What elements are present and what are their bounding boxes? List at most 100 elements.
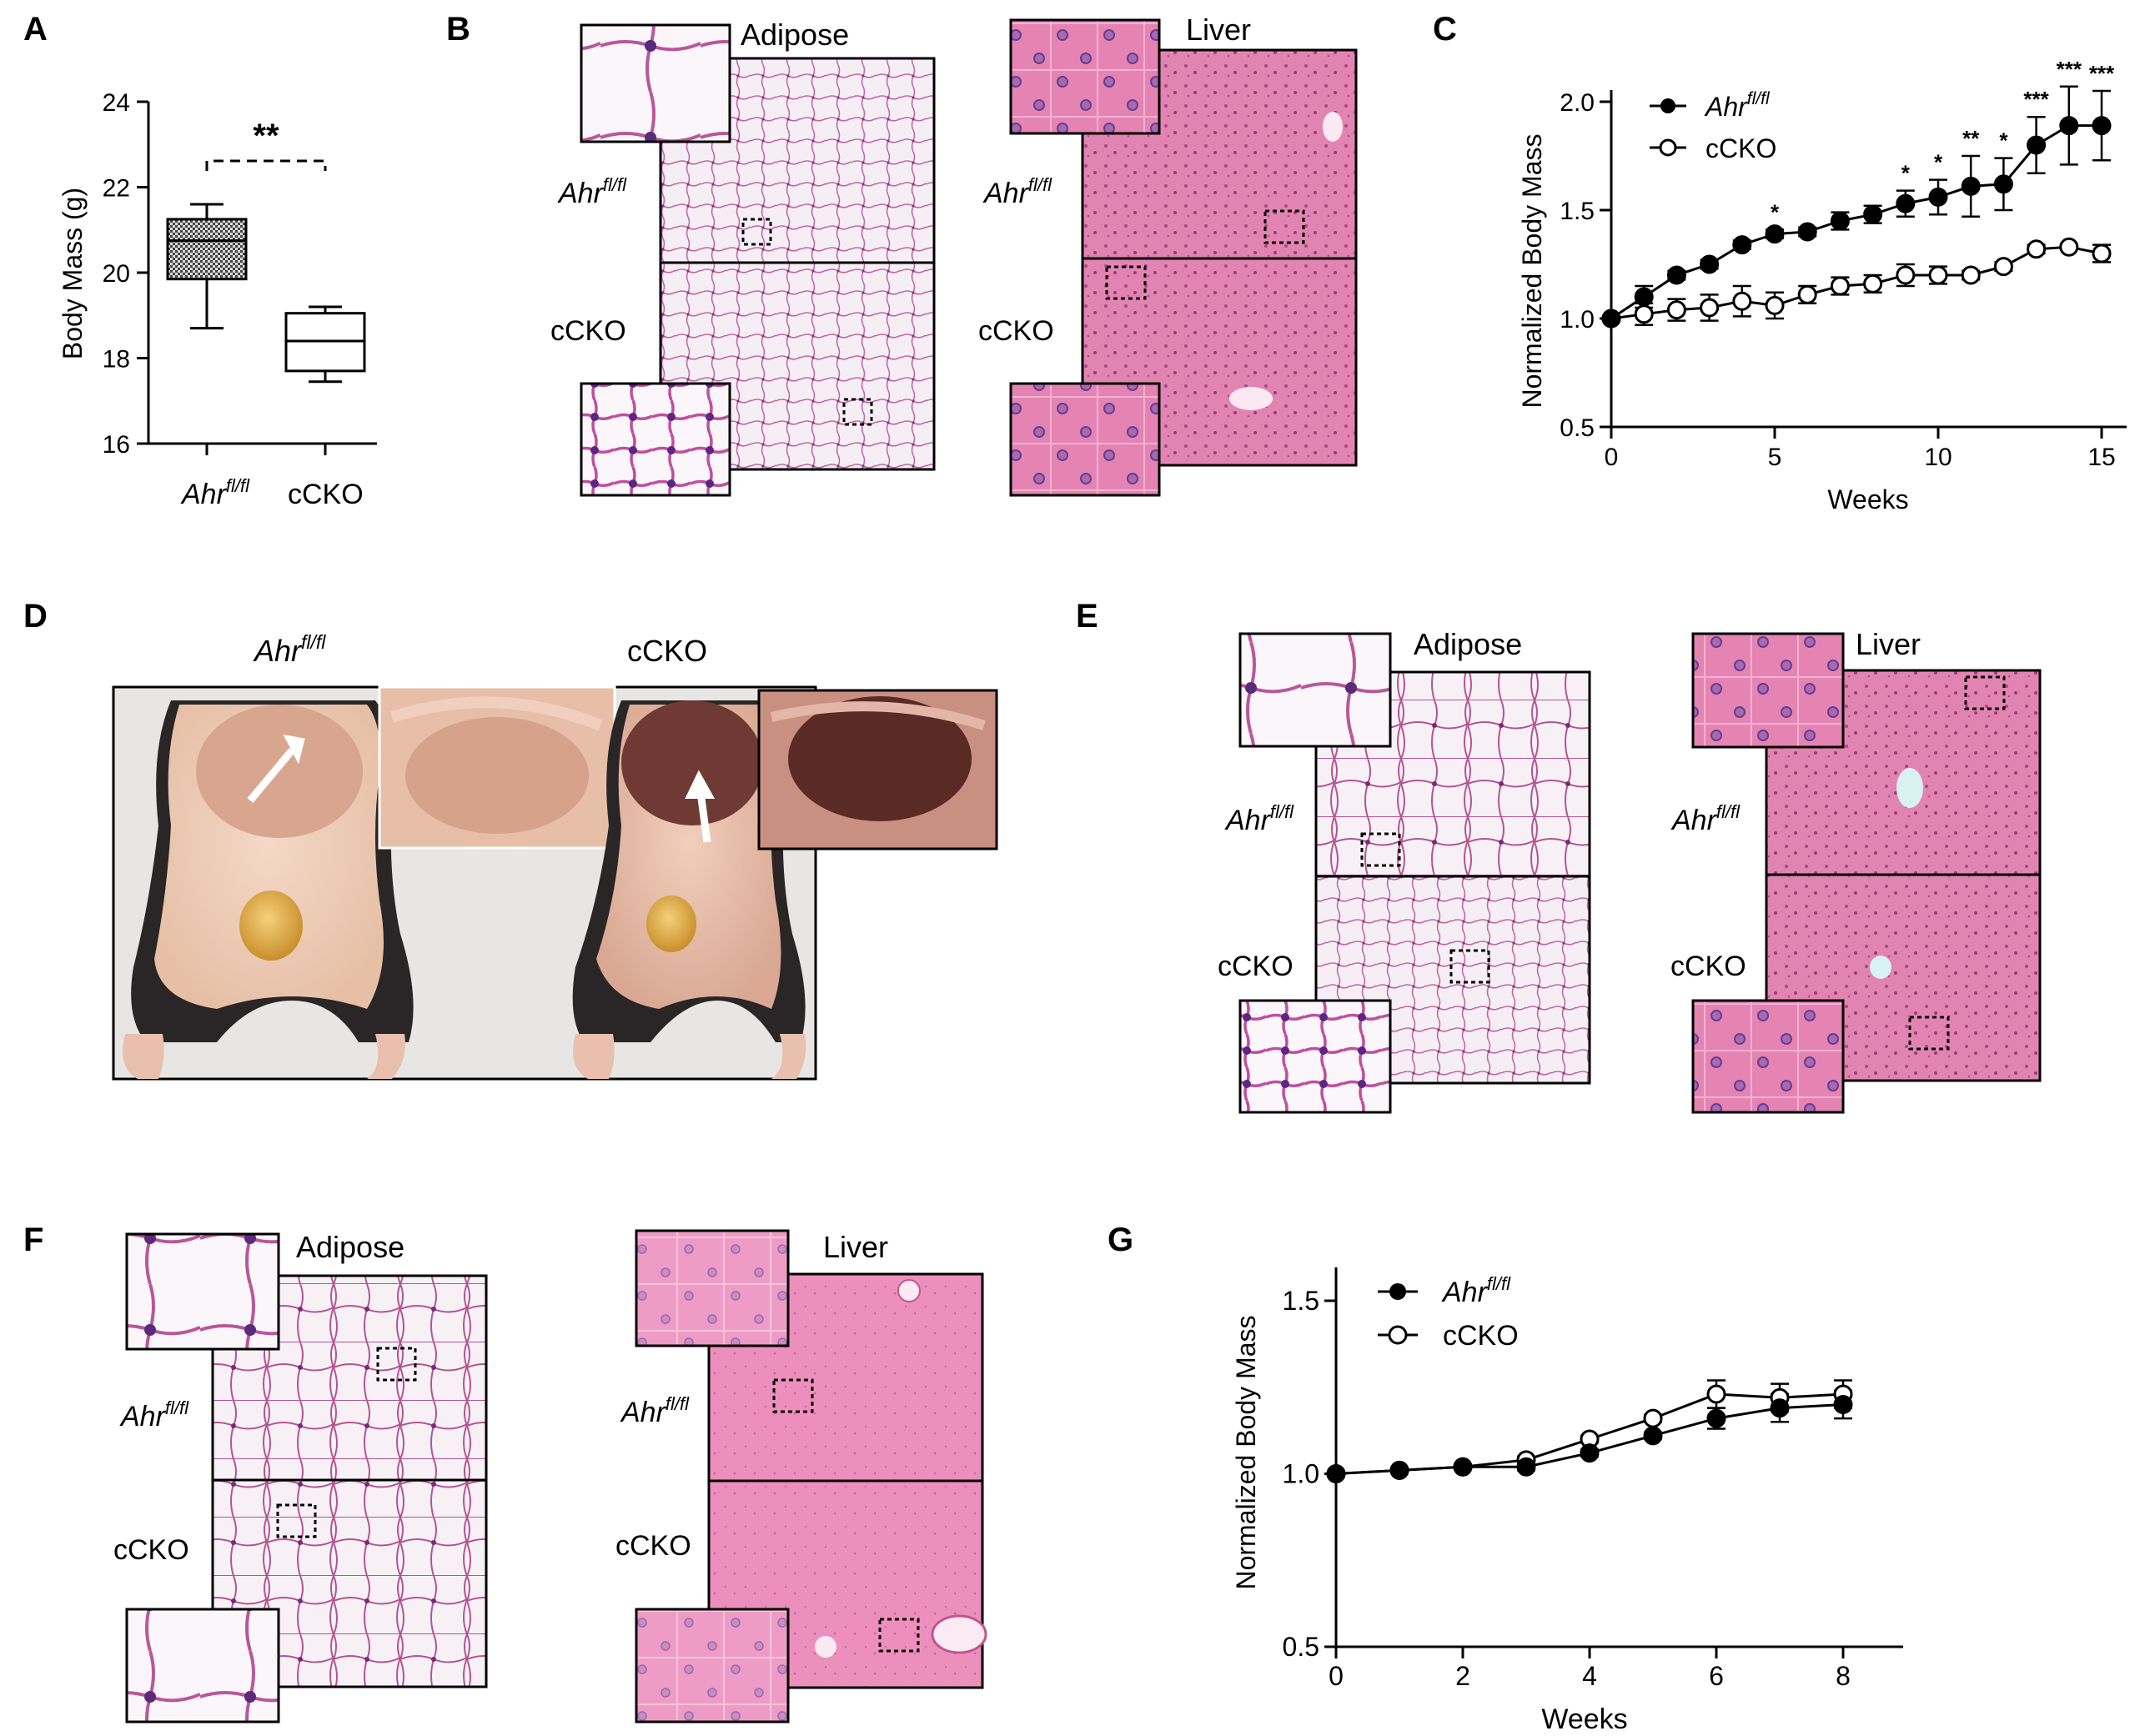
chart-g-point-ko [1706, 1384, 1726, 1404]
chart-c-significance: ** [1962, 126, 1980, 151]
b-liver-ko-zoom [1009, 382, 1161, 497]
chart-g-xtick-label: 8 [1836, 1661, 1851, 1691]
e-liver-vessel [1870, 956, 1891, 979]
chart-c-point-wt [1863, 204, 1883, 224]
chart-c-point-ko [1700, 298, 1720, 318]
chart-c-point-wt [2092, 116, 2112, 136]
f-liver-title: Liver [823, 1230, 888, 1264]
chart-c-point-ko [1928, 265, 1948, 285]
chart-c-point-wt [1666, 265, 1686, 285]
chart-c: Normalized Body Mass Weeks 0.5 1.0 1.5 2.0 0… [1517, 57, 2127, 514]
chart-a-xtick-wt: Ahrfl/fl [180, 475, 250, 510]
e-liver-ko-zoom [1691, 999, 1845, 1114]
d-label-wt: Ahrfl/fl [253, 631, 326, 668]
panel-letter-d: D [23, 598, 48, 635]
chart-a-ytick-label: 18 [103, 346, 130, 374]
chart-c-point-ko [1863, 273, 1883, 294]
chart-c-point-wt [1601, 309, 1621, 329]
f-liver-wt-roi [772, 1378, 814, 1413]
chart-c-significance: * [1901, 161, 1911, 186]
b-liver-wt-roi [1263, 209, 1305, 244]
b-adipose-wt-roi [741, 218, 772, 246]
chart-c-xtick-label: 0 [1605, 444, 1619, 471]
chart-g-xtick-label: 4 [1582, 1661, 1597, 1691]
chart-g-xtick-label: 6 [1709, 1661, 1724, 1691]
chart-c-ytick-label: 2.0 [1560, 89, 1595, 117]
chart-g-point-wt [1706, 1408, 1726, 1428]
e-adipose-ko-roi [1449, 949, 1490, 984]
chart-g-ytick-label: 1.0 [1283, 1459, 1319, 1489]
e-liver-label-wt: Ahrfl/fl [1670, 801, 1741, 836]
chart-a-ytick-label: 24 [103, 89, 130, 117]
f-liver-vessel [815, 1636, 836, 1658]
panel-e-histology: Adipose Ahrfl/fl cCKO Liver Ahrfl/fl cCK… [1218, 627, 2042, 1114]
e-liver-label-ko: cCKO [1670, 951, 1746, 982]
d-arrow-ko [696, 791, 711, 843]
b-adipose-ko-roi [842, 398, 873, 426]
chart-c-point-ko [1993, 257, 2013, 277]
panel-d-photo: Ahrfl/fl cCKO [112, 631, 998, 1081]
b-adipose-ko-zoom [580, 382, 731, 497]
b-liver-wt-zoom [1009, 18, 1161, 135]
chart-g-legend-ko: cCKO [1443, 1320, 1519, 1352]
chart-c-point-ko [1666, 300, 1686, 320]
chart-c-point-ko [1765, 295, 1785, 315]
panel-letter-c: C [1433, 11, 1457, 48]
chart-c-point-ko [1830, 276, 1850, 296]
chart-c-xtick-label: 5 [1768, 444, 1782, 471]
f-adipose-label-ko: cCKO [113, 1534, 189, 1566]
chart-g-ylabel: Normalized Body Mass [1231, 1316, 1261, 1590]
b-adipose-wt-zoom [580, 23, 731, 143]
chart-g: Normalized Body Mass Weeks 0.5 1.0 1.5 0 2 4 6… [1231, 1267, 1903, 1735]
chart-c-series-line [1610, 245, 2102, 320]
chart-g-point-wt [1580, 1443, 1600, 1463]
chart-c-point-ko [1961, 265, 1981, 285]
e-liver-ko-roi [1908, 1016, 1950, 1051]
chart-c-significance: *** [2023, 87, 2049, 112]
f-adipose-wt-image [211, 1274, 488, 1482]
chart-g-ytick-label: 1.5 [1283, 1286, 1319, 1316]
chart-g-legend-wt: Ahrfl/fl [1441, 1273, 1511, 1308]
chart-c-point-wt [1797, 222, 1817, 242]
e-adipose-ko-zoom [1238, 999, 1392, 1114]
b-adipose-label-ko: cCKO [550, 315, 626, 347]
chart-g-legend-marker-ko [1388, 1325, 1408, 1345]
b-adipose-label-wt: Ahrfl/fl [557, 174, 627, 209]
f-liver-label-wt: Ahrfl/fl [620, 1393, 690, 1428]
chart-c-ytick-label: 1.5 [1560, 198, 1595, 225]
f-adipose-wt-zoom [125, 1232, 280, 1351]
d-arrow-wt [247, 748, 295, 803]
d-mouse-wt-bladder [239, 891, 303, 961]
panel-b-histology: Adipose Ahrfl/fl cCKO Liver Ahrfl/fl cCK… [550, 13, 1358, 497]
chart-g-point-wt [1453, 1457, 1473, 1477]
chart-c-point-wt [2059, 116, 2079, 136]
chart-c-significance: *** [2089, 61, 2115, 86]
chart-c-point-wt [1700, 254, 1720, 274]
e-liver-wt-zoom [1691, 632, 1845, 749]
chart-c-legend: Ahrfl/fl cCKO [1650, 89, 1776, 163]
chart-c-point-wt [1765, 224, 1785, 244]
f-liver-ko-zoom [635, 1608, 790, 1723]
chart-c-xlabel: Weeks [1827, 484, 1908, 514]
chart-g-xlabel: Weeks [1541, 1703, 1627, 1735]
chart-c-ytick-label: 1.0 [1560, 306, 1595, 334]
chart-c-point-wt [1732, 235, 1752, 255]
panel-letter-b: B [446, 11, 470, 48]
chart-c-series-line [1610, 124, 2102, 320]
chart-c-ytick-label: 0.5 [1560, 414, 1595, 442]
panel-letter-g: G [1108, 1222, 1133, 1258]
e-adipose-label-ko: cCKO [1218, 951, 1294, 982]
chart-c-point-wt [2027, 135, 2047, 155]
d-label-ko: cCKO [627, 634, 707, 668]
chart-c-significance: * [1999, 128, 2008, 153]
f-liver-label-ko: cCKO [615, 1530, 691, 1562]
chart-c-point-ko [1634, 304, 1654, 324]
chart-c-legend-marker-ko [1659, 138, 1677, 157]
chart-a-xtick-ko: cCKO [288, 479, 364, 510]
b-liver-ko-roi [1105, 265, 1147, 300]
b-liver-vessel [1323, 112, 1343, 142]
chart-a-significance: ** [253, 118, 279, 154]
f-liver-vessel [931, 1614, 987, 1654]
chart-g-point-wt [1643, 1426, 1663, 1446]
chart-c-xtick-label: 10 [1924, 444, 1952, 471]
